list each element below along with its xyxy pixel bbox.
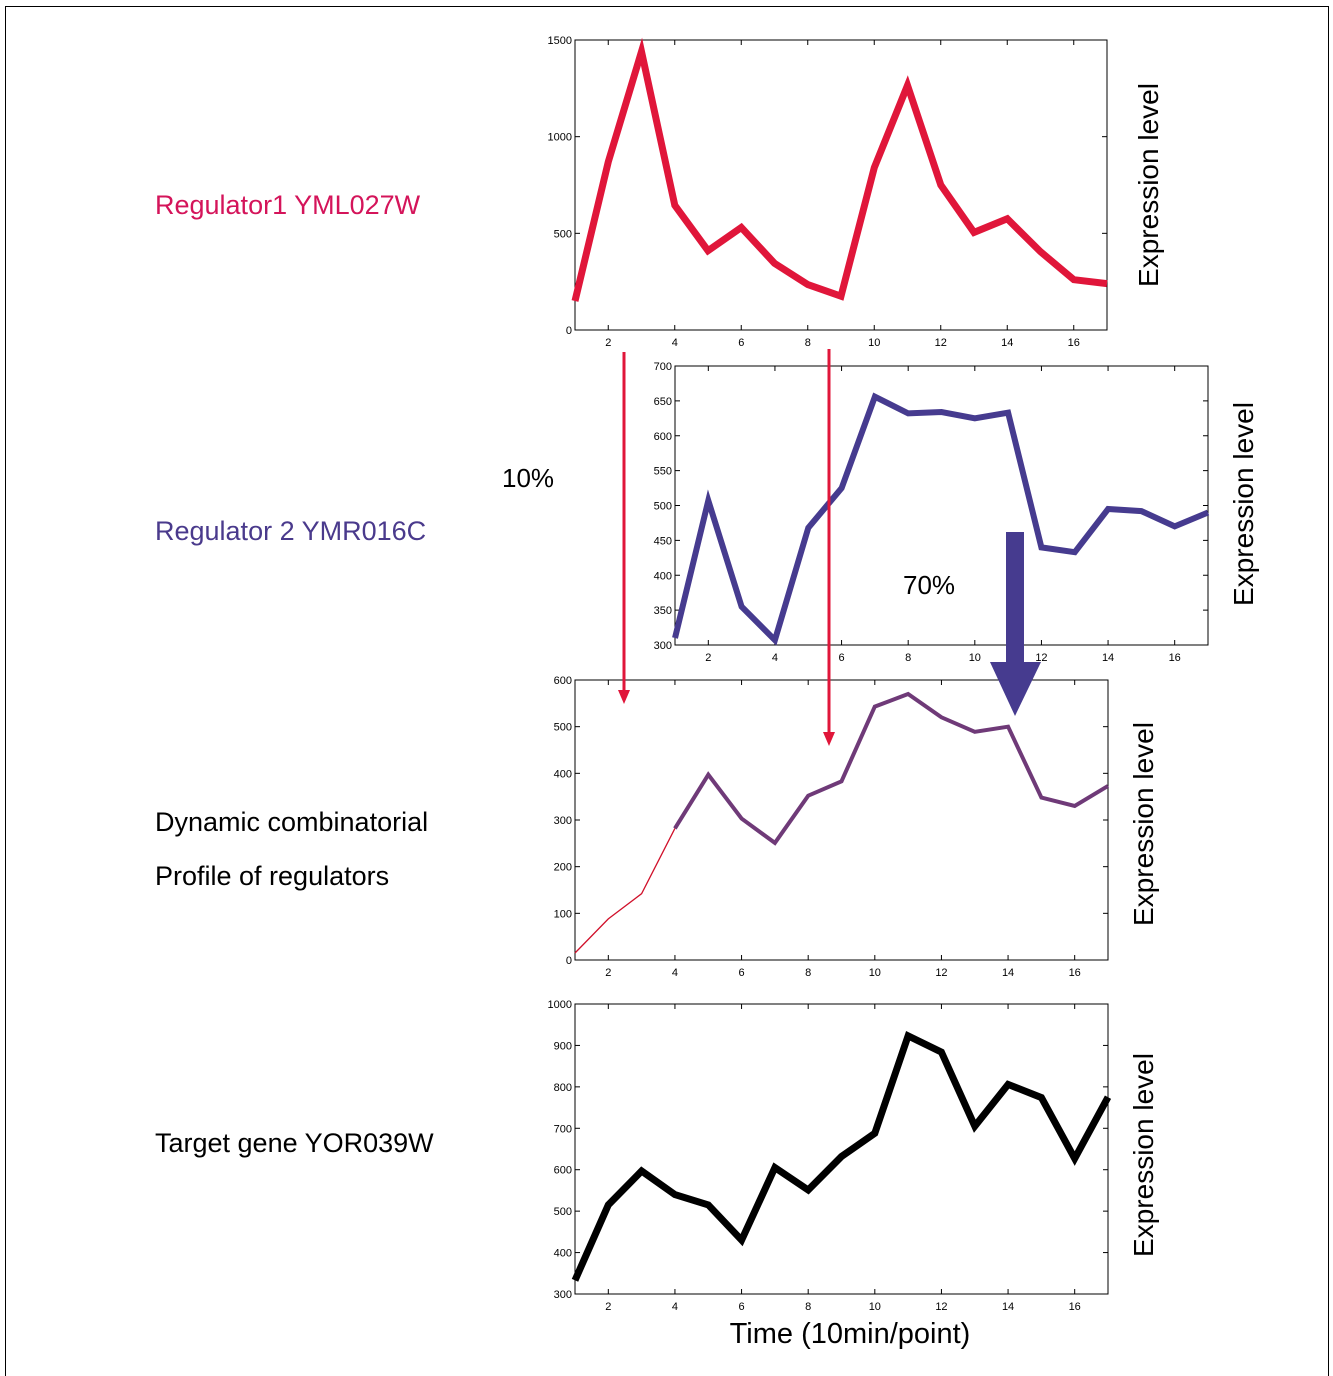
y-tick-label: 300 (654, 640, 672, 652)
x-tick-label: 16 (1169, 652, 1181, 664)
regulator1-label: Regulator1 YML027W (155, 190, 421, 220)
y-tick-label: 400 (554, 1248, 572, 1260)
x-tick-label: 8 (805, 337, 811, 349)
y-tick-label: 500 (554, 228, 572, 240)
x-tick-label: 6 (839, 652, 845, 664)
x-tick-label: 12 (935, 337, 947, 349)
y-tick-label: 600 (554, 675, 572, 687)
y-tick-label: 1000 (548, 132, 572, 144)
x-tick-label: 6 (739, 1301, 745, 1313)
x-tick-label: 6 (739, 967, 745, 979)
y-tick-label: 800 (554, 1082, 572, 1094)
y-tick-label: 700 (654, 361, 672, 373)
series-line (574, 828, 676, 954)
y-tick-label: 1500 (548, 35, 572, 47)
y-tick-label: 200 (554, 862, 572, 874)
y-tick-label: 400 (654, 570, 672, 582)
regulator1-arrow-head (618, 690, 630, 704)
x-tick-label: 16 (1069, 967, 1081, 979)
y-tick-label: 600 (654, 431, 672, 443)
y-tick-label: 900 (554, 1040, 572, 1052)
x-tick-label: 10 (969, 652, 981, 664)
x-tick-label: 14 (1002, 967, 1014, 979)
x-tick-label: 4 (772, 652, 778, 664)
plot-frame (674, 365, 1209, 646)
y-tick-label: 400 (554, 768, 572, 780)
y-tick-label: 700 (554, 1123, 572, 1135)
chart-4: 2 4 6 8 10 12 14 16 300 400 500 600 700 800 900 1000 Exp… (548, 999, 1159, 1313)
x-tick-label: 12 (935, 967, 947, 979)
target-gene-label: Target gene YOR039W (155, 1128, 434, 1158)
y-tick-label: 100 (554, 908, 572, 920)
x-tick-label: 2 (705, 652, 711, 664)
chart-3: 2 4 6 8 10 12 14 16 0 100 200 300 400 500 600 Expressio… (554, 675, 1159, 979)
x-tick-label: 10 (869, 967, 881, 979)
figure-frame (5, 6, 1329, 1376)
series-line (571, 1031, 1112, 1282)
x-tick-label: 8 (905, 652, 911, 664)
x-tick-label: 4 (672, 1301, 678, 1313)
x-tick-label: 4 (672, 967, 678, 979)
plot-frame (574, 39, 1108, 331)
y-axis-label: Expression level (1128, 1053, 1159, 1257)
x-tick-label: 8 (805, 1301, 811, 1313)
y-tick-label: 1000 (548, 999, 572, 1011)
x-tick-label: 14 (1002, 1301, 1014, 1313)
dynamic-profile-label-line2: Profile of regulators (155, 861, 390, 891)
regulator2-percentage: 70% (903, 570, 956, 600)
dynamic-profile-label-line1: Dynamic combinatorial (155, 807, 429, 837)
y-tick-label: 500 (554, 722, 572, 734)
y-tick-label: 350 (654, 605, 672, 617)
y-tick-label: 450 (654, 535, 672, 547)
y-tick-label: 500 (554, 1206, 572, 1218)
time-axis-label: Time (10min/point) (729, 1318, 971, 1350)
x-tick-label: 2 (605, 1301, 611, 1313)
y-tick-label: 650 (654, 396, 672, 408)
y-tick-label: 0 (566, 325, 572, 337)
x-tick-label: 16 (1068, 337, 1080, 349)
regulator1-percentage: 10% (502, 463, 555, 493)
plot-frame (574, 679, 1109, 961)
y-tick-label: 300 (554, 815, 572, 827)
x-tick-label: 8 (805, 967, 811, 979)
x-tick-label: 16 (1069, 1301, 1081, 1313)
x-tick-label: 6 (738, 337, 744, 349)
regulator2-label: Regulator 2 YMR016C (155, 516, 427, 546)
x-tick-label: 14 (1001, 337, 1013, 349)
y-tick-label: 550 (654, 466, 672, 478)
x-tick-label: 2 (605, 337, 611, 349)
series-line (673, 691, 1110, 846)
series-line (571, 37, 1108, 302)
x-tick-label: 10 (869, 1301, 881, 1313)
y-axis-label: Expression level (1128, 722, 1159, 926)
regulator1-arrow-head (823, 732, 835, 746)
y-axis-label: Expression level (1133, 83, 1164, 287)
x-tick-label: 10 (868, 337, 880, 349)
x-tick-label: 14 (1102, 652, 1114, 664)
y-tick-label: 0 (566, 955, 572, 967)
y-tick-label: 500 (654, 501, 672, 513)
regulator2-arrow-shaft (1006, 532, 1024, 664)
plot-frame (574, 1003, 1109, 1295)
y-axis-label: Expression level (1228, 402, 1259, 606)
chart-2: 2 4 6 8 10 12 14 16 300 350 400 450 500 550 600 650 700 E… (654, 361, 1259, 664)
x-tick-label: 2 (605, 967, 611, 979)
x-tick-label: 12 (1035, 652, 1047, 664)
x-tick-label: 12 (935, 1301, 947, 1313)
y-tick-label: 600 (554, 1165, 572, 1177)
chart-1: 2 4 6 8 10 12 14 16 0 500 1000 1500 Expression level (548, 35, 1164, 349)
x-tick-label: 4 (672, 337, 678, 349)
series-line (672, 392, 1210, 646)
y-tick-label: 300 (554, 1289, 572, 1301)
regulator2-arrow-head (990, 662, 1041, 716)
